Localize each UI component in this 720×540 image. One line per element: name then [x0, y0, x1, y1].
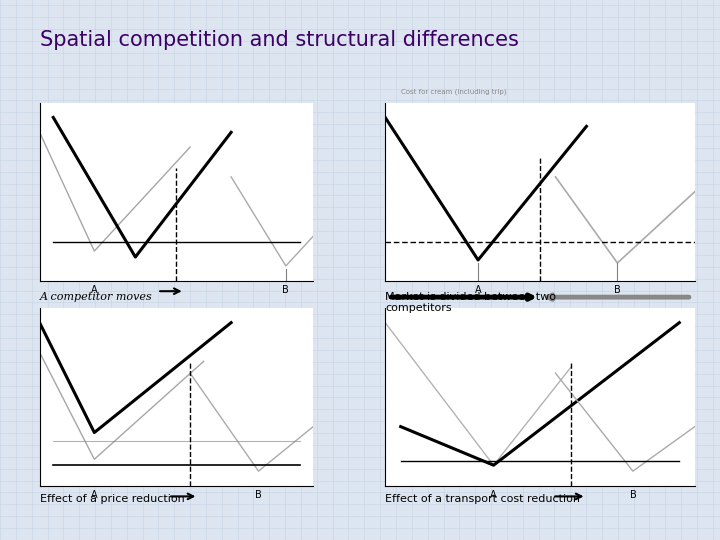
- Text: B: B: [255, 490, 262, 500]
- Text: A: A: [91, 285, 98, 295]
- Text: B: B: [629, 490, 636, 500]
- Text: A: A: [474, 285, 482, 295]
- Text: A: A: [490, 490, 497, 500]
- Text: Cost for cream (including trip): Cost for cream (including trip): [401, 89, 506, 95]
- Text: Effect of a price reduction: Effect of a price reduction: [40, 494, 184, 504]
- Text: Market is divided between two
competitors: Market is divided between two competitor…: [385, 292, 557, 313]
- Text: Effect of a transport cost reduction: Effect of a transport cost reduction: [385, 494, 580, 504]
- Text: B: B: [614, 285, 621, 295]
- Text: A competitor moves: A competitor moves: [40, 292, 153, 302]
- Text: B: B: [282, 285, 289, 295]
- Text: A: A: [91, 490, 98, 500]
- Text: Spatial competition and structural differences: Spatial competition and structural diffe…: [40, 30, 518, 50]
